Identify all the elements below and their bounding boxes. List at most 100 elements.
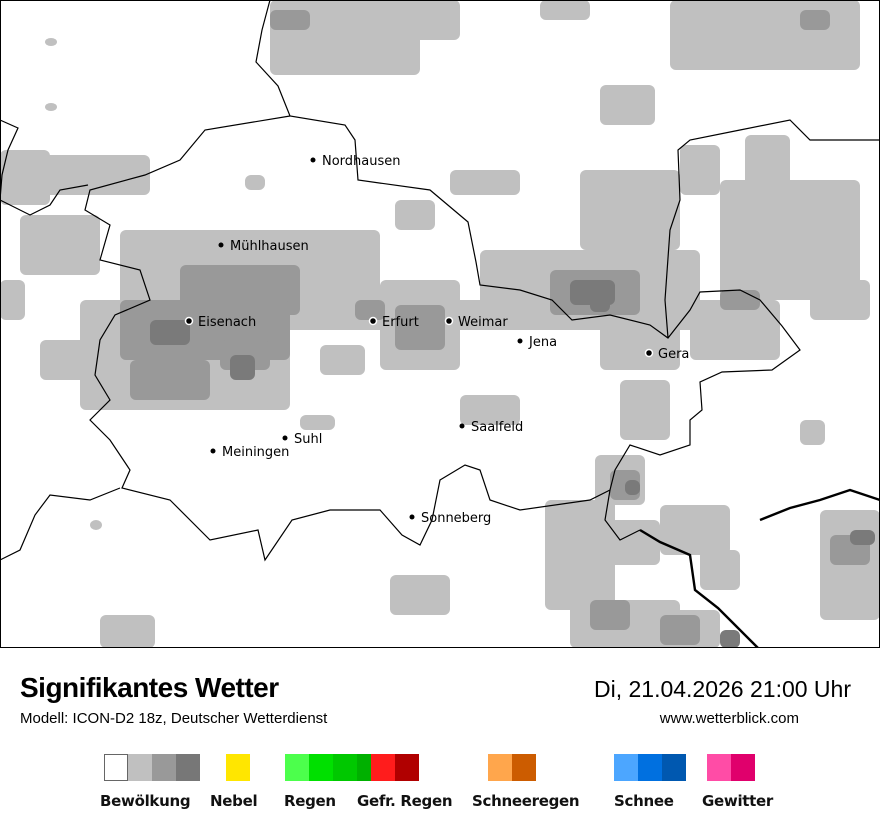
cloud-area-light	[600, 85, 655, 125]
city-label: Eisenach	[198, 315, 256, 330]
cloud-area-light	[810, 280, 870, 320]
cloud-area-light	[680, 145, 720, 195]
cloud-area-light	[310, 250, 330, 265]
cloud-area-light	[540, 0, 590, 20]
city-label: Gera	[658, 347, 689, 362]
city-dot	[210, 448, 216, 454]
legend-color	[614, 754, 638, 781]
legend-label: Gefr. Regen	[357, 792, 453, 810]
cloud-area-light	[45, 103, 57, 111]
state-borders	[0, 0, 880, 562]
city-label: Erfurt	[382, 315, 419, 330]
city-label: Meiningen	[222, 445, 289, 460]
cloud-area-dark	[850, 530, 875, 545]
cloud-area-light	[20, 215, 100, 275]
city-label: Sonneberg	[421, 511, 491, 526]
country-border	[639, 488, 880, 648]
legend-color	[707, 754, 731, 781]
city-mühlhausen: Mühlhausen	[218, 239, 309, 254]
legend-label: Schnee	[614, 792, 674, 810]
website-link[interactable]: www.wetterblick.com	[659, 710, 799, 727]
legend-swatch-regen	[285, 754, 381, 781]
cloud-area-light	[700, 550, 740, 590]
legend-color	[662, 754, 686, 781]
cloud-area-light	[620, 380, 670, 440]
legend-label: Gewitter	[702, 792, 773, 810]
page-title: Signifikantes Wetter	[20, 672, 279, 703]
legend-color	[152, 754, 176, 781]
legend-swatch-gefr-regen	[371, 754, 419, 781]
cloud-area-light	[450, 170, 520, 195]
city-eisenach: Eisenach	[184, 315, 256, 330]
city-dot	[517, 338, 523, 344]
city-meiningen: Meiningen	[210, 445, 289, 460]
city-nordhausen: Nordhausen	[310, 154, 401, 169]
city-dot	[368, 316, 378, 326]
legend-swatch-schnee	[614, 754, 686, 781]
city-dot	[282, 435, 288, 441]
cloud-area-light	[670, 0, 860, 70]
cloud-area-medium	[800, 10, 830, 30]
city-markers: Nordhausen Mühlhausen Eisenach Erfurt Weimar…	[184, 154, 689, 526]
cloud-area-light	[0, 280, 25, 320]
legend-color	[176, 754, 200, 781]
cloud-area-medium	[590, 600, 630, 630]
cloud-area-dark	[230, 355, 255, 380]
cloud-area-dark	[720, 630, 740, 648]
cloud-area-light	[390, 575, 450, 615]
cloud-area-light	[90, 520, 102, 530]
city-dot	[310, 157, 316, 163]
city-sonneberg: Sonneberg	[409, 511, 491, 526]
city-label: Jena	[528, 335, 557, 350]
legend-color	[488, 754, 512, 781]
legend-label: Bewölkung	[100, 792, 191, 810]
weather-map: Nordhausen Mühlhausen Eisenach Erfurt Weimar…	[0, 0, 880, 648]
legend-color	[333, 754, 357, 781]
cloud-area-medium	[660, 615, 700, 645]
cloud-area-light	[395, 200, 435, 230]
cloud-area-dark	[150, 320, 190, 345]
cloud-area-light	[45, 38, 57, 46]
city-label: Nordhausen	[322, 154, 401, 169]
legend-label: Nebel	[210, 792, 258, 810]
cloud-area-medium	[270, 10, 310, 30]
legend-label: Schneeregen	[472, 792, 580, 810]
cloud-area-light	[720, 180, 860, 300]
legend-color	[512, 754, 536, 781]
cloud-area-dark	[590, 300, 610, 312]
cloud-area-light	[40, 340, 120, 380]
legend-swatch-gewitter	[707, 754, 755, 781]
city-dot	[184, 316, 194, 326]
cloud-area-medium	[355, 300, 385, 320]
legend-color	[104, 754, 128, 781]
city-gera: Gera	[644, 347, 689, 362]
cloud-area-medium	[395, 305, 445, 350]
cloud-area-light	[690, 300, 780, 360]
city-suhl: Suhl	[282, 432, 322, 447]
legend-swatch-bewölkung	[104, 754, 200, 781]
forecast-datetime: Di, 21.04.2026 21:00 Uhr	[593, 676, 851, 702]
cloud-area-light	[660, 505, 730, 555]
city-dot	[459, 423, 465, 429]
legend-swatch-nebel	[226, 754, 250, 781]
legend-color	[731, 754, 755, 781]
city-dot	[409, 514, 415, 520]
cloud-area-light	[380, 0, 460, 40]
legend-color	[128, 754, 152, 781]
legend: Bewölkung Nebel Regen Gefr. Regen Schneerege…	[0, 754, 880, 814]
legend-color	[226, 754, 250, 781]
cloud-area-light	[580, 170, 680, 250]
cloud-area-dark	[625, 480, 640, 495]
city-label: Suhl	[294, 432, 322, 447]
city-label: Mühlhausen	[230, 239, 309, 254]
city-dot	[218, 242, 224, 248]
legend-swatch-schneeregen	[488, 754, 536, 781]
cloud-cover	[0, 0, 880, 648]
cloud-area-light	[460, 395, 520, 425]
legend-color	[395, 754, 419, 781]
city-label: Saalfeld	[471, 420, 523, 435]
city-saalfeld: Saalfeld	[459, 420, 523, 435]
cloud-area-medium	[130, 360, 210, 400]
city-label: Weimar	[458, 315, 508, 330]
cloud-area-light	[30, 155, 150, 195]
